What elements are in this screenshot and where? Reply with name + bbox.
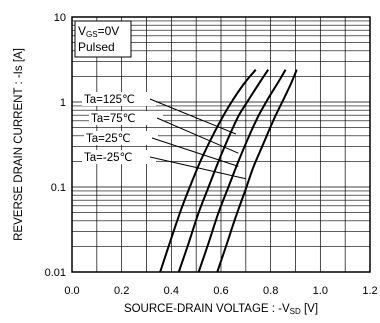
y-axis-label: REVERSE DRAIN CURRENT : -Is [A] (13, 48, 25, 241)
x-tick-label: 0.6 (213, 285, 228, 297)
series-line-3 (216, 69, 298, 273)
curves (159, 69, 298, 273)
y-tick-label: 0.1 (51, 182, 66, 194)
legend-label-0: Ta=125℃ (84, 94, 135, 106)
legend-leader-0 (149, 98, 237, 135)
legend-entry-1: Ta=75℃ (89, 111, 239, 154)
y-tick-label: 0.01 (45, 267, 66, 279)
x-axis-label: SOURCE-DRAIN VOLTAGE : -VSD [V] (124, 303, 318, 316)
x-tick-label: 0.4 (164, 285, 179, 297)
tick-labels: 0.0 0.2 0.4 0.6 0.8 1.0 1.2 0.01 0.1 1 10 (45, 12, 378, 297)
legend-label-2: Ta=25℃ (86, 133, 131, 145)
legend-label-1: Ta=75℃ (91, 113, 136, 125)
x-tick-label: 1.0 (313, 285, 328, 297)
y-tick-label: 10 (54, 12, 66, 24)
x-tick-label: 0.0 (64, 285, 79, 297)
series-line-1 (177, 69, 270, 273)
condition-pulsed: Pulsed (78, 40, 115, 54)
legend-entry-2: Ta=25℃ (84, 131, 239, 167)
legend-label-3: Ta=-25℃ (84, 152, 132, 164)
condition-vgs: VGS=0V (78, 24, 119, 39)
legend-leader-1 (156, 117, 239, 154)
legend-leader-2 (151, 137, 239, 167)
legend-entry-3: Ta=-25℃ (82, 150, 246, 180)
x-tick-label: 1.2 (362, 285, 377, 297)
legend-label-bg (84, 131, 158, 145)
x-tick-label: 0.8 (263, 285, 278, 297)
legend-label-bg (82, 92, 156, 106)
plot-frame (71, 16, 371, 273)
legend-label-bg (82, 150, 156, 164)
legend-entry-0: Ta=125℃ (82, 92, 237, 135)
legend-label-bg (89, 111, 163, 125)
legend: Ta=125℃ Ta=75℃ Ta=25℃ Ta=-25℃ (82, 92, 246, 180)
x-tick-label: 0.2 (114, 285, 129, 297)
series-line-0 (159, 69, 257, 273)
series-line-2 (197, 69, 287, 273)
y-tick-label: 1 (60, 97, 66, 109)
legend-leader-3 (149, 156, 246, 180)
conditions-box (74, 20, 132, 58)
